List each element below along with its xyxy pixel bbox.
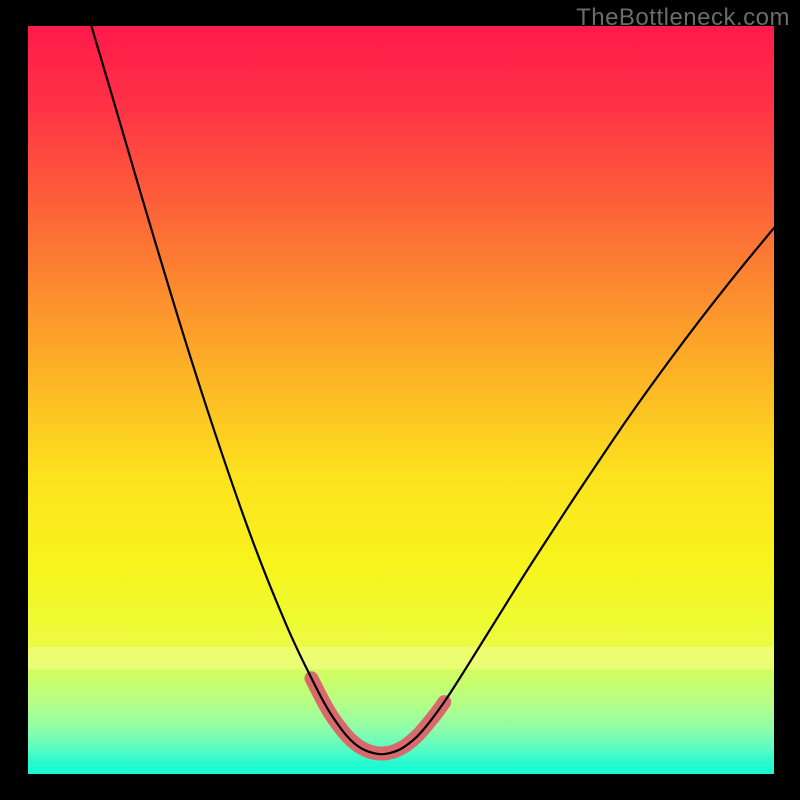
plot-area (28, 26, 774, 774)
chart-stage: TheBottleneck.com (0, 0, 800, 800)
plot-svg (28, 26, 774, 774)
overlay-band (28, 628, 774, 647)
overlay-band (28, 647, 774, 669)
